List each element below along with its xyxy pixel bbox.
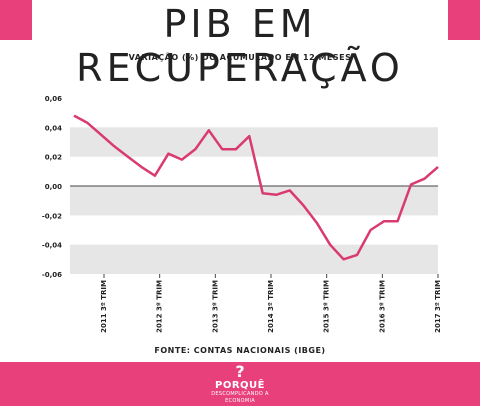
x-tick-label: 2011 3º TRIM — [100, 280, 108, 333]
y-tick-label: 0,06 — [45, 95, 62, 103]
series-line — [73, 114, 439, 261]
chart-subtitle: VARIAÇÃO (%) DO ACUMULADO EM 12 MESES — [128, 53, 352, 62]
y-tick-label: 0,04 — [45, 124, 62, 132]
y-tick-label: 0,00 — [45, 183, 62, 191]
y-tick-label: -0,06 — [42, 271, 62, 279]
grid-band — [70, 186, 438, 216]
chart-title: PIB EM RECUPERAÇÃO — [76, 2, 404, 90]
grid-band — [70, 244, 438, 274]
footer-bar: ? PORQUÊ DESCOMPLICANDO A ECONOMIA — [0, 362, 480, 406]
corner-decoration-left — [0, 0, 32, 40]
y-tick-label: -0,02 — [42, 212, 62, 220]
x-tick-label: 2012 3º TRIM — [156, 280, 164, 333]
x-tick-label: 2017 3º TRIM — [434, 280, 442, 333]
porque-logo[interactable]: ? PORQUÊ DESCOMPLICANDO A ECONOMIA — [200, 362, 280, 405]
logo-tagline: DESCOMPLICANDO A ECONOMIA — [211, 391, 269, 404]
x-tick-label: 2014 3º TRIM — [267, 280, 275, 333]
y-tick-label: -0,04 — [42, 242, 62, 250]
logo-name: PORQUÊ — [215, 380, 265, 391]
y-tick-label: 0,02 — [45, 154, 62, 162]
question-mark-icon: ? — [235, 362, 245, 381]
x-tick-label: 2015 3º TRIM — [323, 280, 331, 333]
x-tick-label: 2016 3º TRIM — [378, 280, 386, 333]
x-tick-label: 2013 3º TRIM — [211, 280, 219, 333]
corner-decoration-right — [448, 0, 480, 40]
source-note: FONTE: CONTAS NACIONAIS (IBGE) — [154, 346, 326, 355]
